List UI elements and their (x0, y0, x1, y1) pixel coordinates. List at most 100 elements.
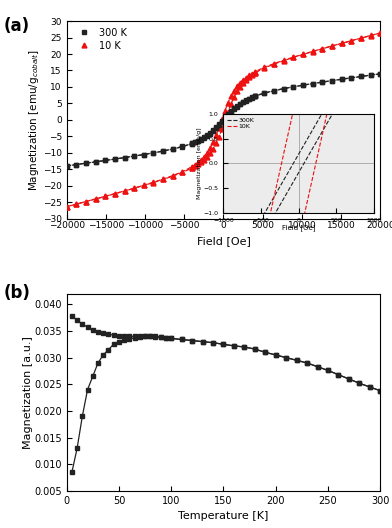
300 K (180, 143, 185, 149)
300 K (291, 83, 296, 90)
10 K (291, 54, 296, 60)
10 K (378, 30, 383, 36)
Text: (a): (a) (4, 17, 30, 35)
300 K (132, 153, 136, 159)
10 K (122, 188, 127, 194)
300 K (378, 71, 383, 77)
10 K (103, 193, 107, 200)
10 K (252, 69, 257, 75)
300 K (262, 90, 267, 96)
10 K (247, 72, 251, 79)
300 K (205, 132, 209, 138)
300 K (193, 139, 198, 145)
10 K (330, 43, 334, 49)
300 K (83, 160, 88, 166)
300 K (229, 108, 233, 115)
10 K (180, 168, 185, 175)
10 K (193, 162, 198, 168)
10 K (171, 173, 175, 179)
10 K (190, 163, 194, 169)
X-axis label: Field [Oe]: Field [Oe] (196, 236, 250, 246)
300 K (220, 118, 224, 124)
Legend: 300 K, 10 K: 300 K, 10 K (71, 26, 129, 53)
10 K (229, 93, 233, 99)
10 K (234, 83, 239, 90)
300 K (74, 162, 79, 168)
10 K (249, 70, 254, 77)
300 K (234, 103, 239, 109)
10 K (190, 163, 194, 169)
10 K (225, 100, 230, 106)
10 K (196, 159, 200, 166)
300 K (211, 127, 215, 134)
10 K (64, 203, 69, 210)
10 K (74, 201, 79, 208)
300 K (310, 80, 315, 87)
10 K (238, 80, 242, 86)
10 K (281, 57, 286, 63)
10 K (201, 154, 206, 160)
10 K (301, 51, 305, 58)
300 K (199, 136, 203, 142)
300 K (368, 72, 373, 78)
300 K (359, 73, 363, 80)
10 K (151, 179, 156, 185)
Line: 10 K: 10 K (64, 31, 383, 209)
10 K (161, 176, 165, 182)
300 K (339, 76, 344, 82)
10 K (232, 88, 236, 94)
300 K (349, 74, 354, 81)
Y-axis label: Magnetization [emu/g$_{cobalt}$]: Magnetization [emu/g$_{cobalt}$] (27, 49, 42, 191)
300 K (122, 154, 127, 161)
10 K (211, 139, 215, 146)
300 K (247, 96, 251, 102)
10 K (241, 77, 245, 83)
300 K (330, 78, 334, 84)
10 K (142, 182, 146, 188)
10 K (214, 133, 218, 139)
300 K (252, 93, 257, 99)
300 K (190, 140, 194, 146)
300 K (252, 93, 257, 99)
10 K (217, 124, 221, 130)
Line: 300 K: 300 K (65, 72, 382, 168)
300 K (190, 140, 194, 146)
300 K (113, 156, 117, 162)
300 K (201, 134, 206, 140)
Y-axis label: Magnetization [a.u.]: Magnetization [a.u.] (23, 336, 33, 449)
300 K (142, 152, 146, 158)
10 K (243, 74, 248, 81)
300 K (272, 88, 276, 94)
10 K (205, 150, 209, 156)
300 K (320, 79, 325, 85)
X-axis label: Temperature [K]: Temperature [K] (178, 512, 269, 522)
10 K (83, 199, 88, 205)
10 K (349, 37, 354, 44)
300 K (208, 130, 212, 136)
300 K (249, 94, 254, 100)
300 K (93, 159, 98, 165)
10 K (220, 116, 224, 122)
10 K (359, 35, 363, 41)
300 K (238, 100, 242, 107)
10 K (339, 40, 344, 46)
10 K (132, 185, 136, 191)
300 K (232, 105, 236, 111)
10 K (208, 145, 212, 152)
10 K (113, 191, 117, 197)
300 K (151, 149, 156, 156)
10 K (93, 196, 98, 202)
300 K (161, 148, 165, 154)
300 K (281, 86, 286, 92)
300 K (223, 115, 227, 121)
10 K (262, 64, 267, 71)
10 K (199, 157, 203, 163)
10 K (272, 60, 276, 67)
300 K (103, 157, 107, 164)
10 K (320, 45, 325, 52)
10 K (310, 48, 315, 54)
300 K (243, 97, 248, 103)
10 K (368, 32, 373, 39)
300 K (64, 163, 69, 169)
300 K (214, 124, 218, 130)
